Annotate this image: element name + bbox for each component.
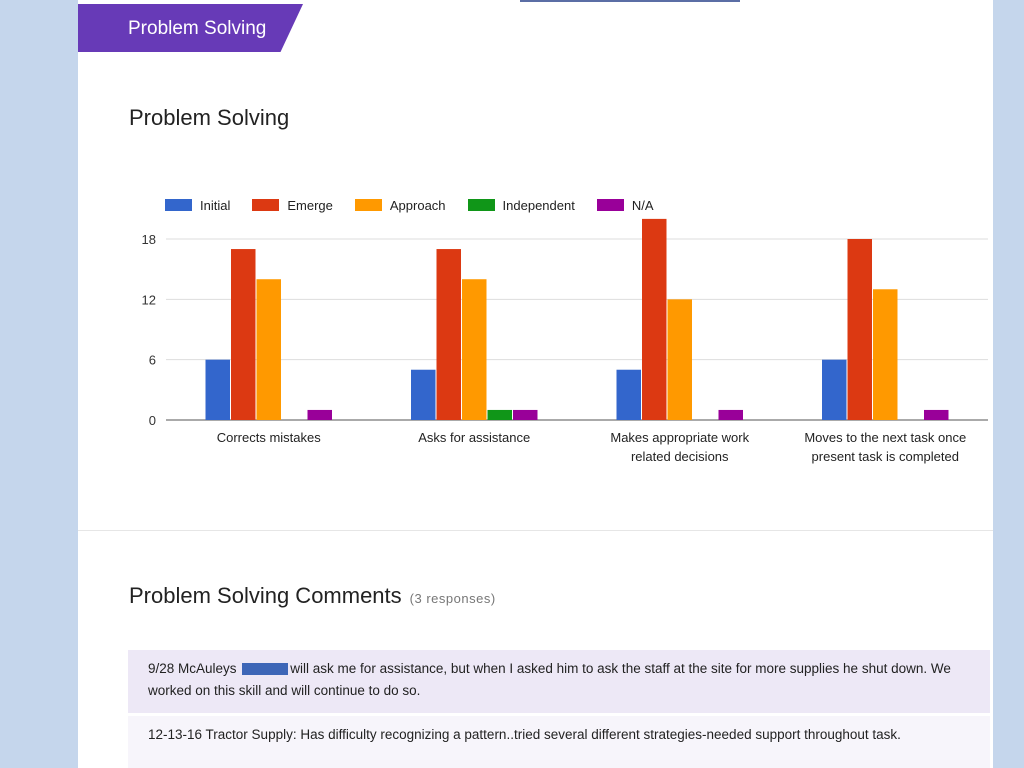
x-category-label: present task is completed [812, 449, 959, 464]
legend-label: Independent [502, 197, 575, 213]
bar-initial [205, 359, 230, 420]
comment-item: 12-13-16 Tractor Supply: Has difficulty … [128, 716, 990, 768]
x-category-label: Makes appropriate work [610, 430, 749, 445]
bar-independent [487, 409, 512, 420]
bar-emerge [642, 218, 667, 420]
bar-na [513, 409, 538, 420]
comment-text-start: 9/28 McAuleys [148, 661, 241, 676]
bar-na [307, 409, 332, 420]
legend-item-independent: Independent [467, 197, 575, 213]
section-tab-label: Problem Solving [128, 18, 267, 39]
bar-emerge [436, 249, 461, 420]
section-tab[interactable]: Problem Solving [78, 4, 303, 52]
legend-label: Initial [200, 197, 231, 213]
x-category-label: Moves to the next task once [804, 430, 966, 445]
form-summary-card: Problem Solving Problem Solving 0 6 12 18 Co… [78, 0, 993, 768]
bar-approach [256, 279, 281, 420]
comments-title-text: Problem Solving Comments [129, 583, 402, 608]
x-category-label: Asks for assistance [418, 430, 530, 445]
legend-item-approach: Approach [354, 197, 446, 213]
bar-emerge [231, 249, 256, 420]
bar-initial [616, 369, 641, 420]
legend-label: N/A [631, 197, 654, 213]
x-category-label: related decisions [631, 449, 729, 464]
y-tick-label: 6 [149, 353, 156, 368]
y-tick-label: 0 [149, 413, 156, 428]
chart-section-title: Problem Solving [129, 105, 290, 130]
top-accent-line [520, 0, 740, 2]
legend-item-na: N/A [596, 197, 654, 213]
legend-label: Emerge [287, 197, 333, 213]
legend-swatch [252, 199, 280, 211]
bar-na [924, 409, 949, 420]
y-tick-label: 12 [142, 292, 156, 307]
section-divider [78, 530, 993, 531]
response-count: (3 responses) [409, 591, 496, 606]
bar-approach [462, 279, 487, 420]
legend-swatch [165, 199, 192, 211]
bar-initial [822, 359, 847, 420]
bar-approach [667, 299, 692, 420]
legend-swatch [354, 199, 382, 211]
bar-chart: 0 6 12 18 Corrects mistakes Asks for assistan… [142, 218, 988, 464]
comments-section-title: Problem Solving Comments (3 responses) [129, 583, 496, 609]
comment-text: 12-13-16 Tractor Supply: Has difficulty … [148, 727, 901, 742]
bar-initial [411, 369, 436, 420]
comment-item: 9/28 McAuleys will ask me for assistance… [128, 650, 990, 713]
bar-emerge [847, 239, 872, 420]
legend-label: Approach [389, 197, 446, 213]
legend-item-emerge: Emerge [252, 198, 333, 213]
bar-approach [873, 289, 898, 420]
legend-swatch [596, 199, 624, 211]
x-category-label: Corrects mistakes [217, 430, 322, 445]
legend-swatch [467, 199, 495, 211]
chart-legend: Initial Emerge Approach Independent N/A [165, 196, 676, 214]
redaction-mark [242, 663, 289, 676]
y-tick-label: 18 [142, 232, 156, 247]
bar-na [718, 409, 743, 420]
comment-text-end: will ask me for assistance, but when I a… [148, 661, 951, 698]
legend-item-initial: Initial [165, 198, 230, 213]
